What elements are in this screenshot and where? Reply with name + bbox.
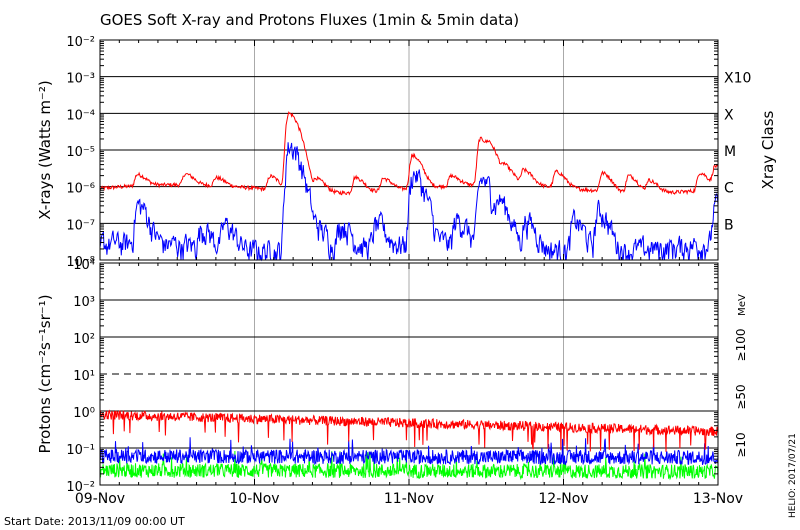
xray-ylabel: X-rays (Watts m⁻²)	[36, 80, 54, 219]
xray-class-axis-label: Xray Class	[759, 110, 777, 189]
protons-ytick-label: 10⁴	[73, 258, 95, 273]
x-tick-label: 12-Nov	[538, 491, 588, 507]
xray-ytick-label: 10⁻⁵	[66, 145, 95, 160]
credit-label: HELIO: 2017/07/21	[788, 433, 798, 518]
xray-ytick-label: 10⁻⁶	[66, 182, 95, 197]
proton-series-line	[99, 409, 719, 452]
xray-ytick-label: 10⁻⁸	[66, 255, 95, 270]
xray-short-channel-line	[99, 142, 719, 262]
xray-ytick-label: 10⁻³	[66, 72, 95, 87]
proton-legend-entry: ≥50	[734, 384, 748, 409]
x-tick-label: 13-Nov	[693, 491, 743, 507]
xray-panel: 10⁻⁸ 10⁻⁷ 10⁻⁶ 10⁻⁵ 10⁻⁴ 10⁻³ 10⁻² B C M X X10 X-r…	[36, 35, 777, 270]
x-tick-label: 10-Nov	[229, 491, 279, 507]
protons-ytick-label: 10⁰	[73, 406, 95, 421]
protons-ytick-label: 10³	[73, 295, 95, 310]
protons-ytick-label: 10¹	[73, 369, 95, 384]
xray-class-label: C	[724, 181, 734, 197]
protons-ytick-label: 10²	[73, 332, 95, 347]
proton-energy-unit: MeV	[737, 294, 748, 316]
protons-panel: 10⁻² 10⁻¹ 10⁰ 10¹ 10² 10³ 10⁴ Protons (cm⁻²s⁻¹…	[36, 258, 748, 495]
proton-legend-entry: ≥10	[734, 432, 748, 457]
xray-class-label: M	[724, 144, 736, 160]
xray-class-label: X10	[724, 71, 751, 87]
xray-long-channel-line	[99, 111, 719, 196]
x-tick-label: 11-Nov	[384, 491, 434, 507]
protons-ylabel: Protons (cm⁻²s⁻¹sr⁻¹)	[36, 294, 54, 453]
proton-series-line	[99, 437, 719, 466]
proton-series-line	[99, 450, 719, 481]
xray-ytick-label: 10⁻⁴	[66, 108, 95, 123]
start-date-label: Start Date: 2013/11/09 00:00 UT	[4, 515, 185, 528]
time-axis: 09-Nov 10-Nov 11-Nov 12-Nov 13-Nov	[75, 40, 743, 507]
protons-ytick-label: 10⁻¹	[66, 443, 95, 458]
xray-class-label: B	[724, 217, 734, 233]
proton-legend-entry: ≥100	[734, 329, 748, 362]
x-tick-label: 09-Nov	[75, 491, 125, 507]
xray-ytick-label: 10⁻²	[66, 35, 95, 50]
xray-ytick-label: 10⁻⁷	[66, 218, 95, 233]
xray-class-label: X	[724, 107, 734, 123]
protons-ytick-label: 10⁻²	[66, 480, 95, 495]
chart-title: GOES Soft X-ray and Protons Fluxes (1min…	[100, 11, 519, 29]
